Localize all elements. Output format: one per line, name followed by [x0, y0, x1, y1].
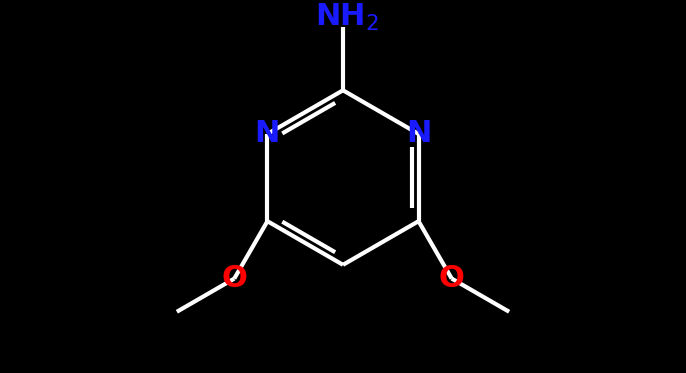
Text: N: N	[406, 119, 431, 148]
Text: N: N	[255, 119, 280, 148]
Text: O: O	[439, 264, 464, 293]
Text: O: O	[222, 264, 247, 293]
Text: NH$_2$: NH$_2$	[314, 1, 379, 32]
